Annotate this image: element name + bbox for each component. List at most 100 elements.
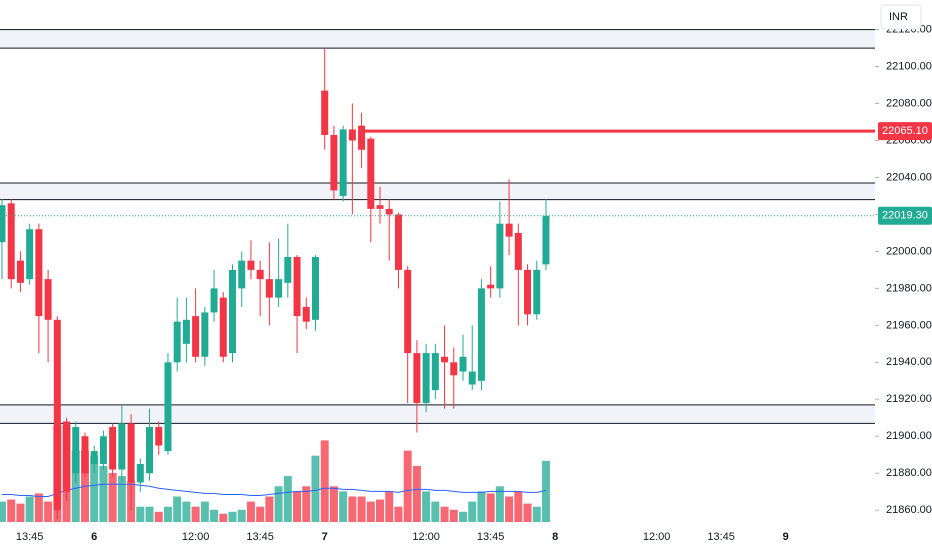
candle-body xyxy=(0,205,6,243)
volume-bar xyxy=(219,513,228,522)
y-tick-label: 22100.00 xyxy=(886,60,932,72)
volume-bar xyxy=(16,503,25,522)
candle-body xyxy=(26,229,34,280)
candle-body xyxy=(136,463,144,483)
x-tick-label: 12:00 xyxy=(643,531,671,543)
y-tick-label: 22000.00 xyxy=(886,245,932,257)
volume-bar xyxy=(293,491,302,522)
candle-body xyxy=(293,256,301,317)
volume-bar xyxy=(237,509,246,522)
volume-bar xyxy=(385,491,394,522)
currency-box[interactable] xyxy=(880,4,922,30)
volume-bar xyxy=(514,491,523,522)
volume-bar xyxy=(117,476,126,522)
x-tick-label: 13:45 xyxy=(16,531,44,543)
volume-bar xyxy=(145,506,154,522)
x-tick-label: 7 xyxy=(322,531,328,543)
volume-bar xyxy=(191,506,200,522)
price-line-label: 22065.10 xyxy=(882,125,928,137)
candle-body xyxy=(394,214,402,270)
candle-body xyxy=(53,319,61,511)
candle-body xyxy=(441,356,449,363)
volume-bar xyxy=(412,465,421,522)
candle-body xyxy=(339,129,347,196)
candle-body xyxy=(35,229,43,317)
candle-body xyxy=(109,427,117,470)
volume-bar xyxy=(394,506,403,522)
price-axis-bg xyxy=(875,0,932,550)
volume-bar xyxy=(459,511,467,522)
candle-body xyxy=(302,306,310,322)
volume-bar xyxy=(422,491,431,522)
candle-body xyxy=(173,321,181,363)
x-tick-label: 13:45 xyxy=(477,531,505,543)
candle-body xyxy=(99,436,107,464)
y-tick-label: 21860.00 xyxy=(886,504,932,516)
candle-body xyxy=(358,125,366,150)
volume-bar xyxy=(532,506,541,522)
candle-body xyxy=(468,371,476,385)
volume-bar xyxy=(173,496,182,522)
candle-body xyxy=(229,269,236,354)
volume-bar xyxy=(228,511,237,522)
candle-body xyxy=(265,279,273,298)
candle-body xyxy=(90,451,98,464)
candle-body xyxy=(16,260,24,283)
volume-bar xyxy=(320,440,329,522)
candle-body xyxy=(514,232,522,270)
candle-body xyxy=(192,316,200,357)
volume-bar xyxy=(348,496,357,522)
candle-body xyxy=(385,208,393,215)
candle-body xyxy=(404,269,412,354)
volume-bar xyxy=(246,501,255,522)
x-tick-label: 9 xyxy=(783,531,789,543)
candle-body xyxy=(533,269,541,315)
candle-body xyxy=(487,284,495,289)
candle-body xyxy=(164,362,172,452)
candle-body xyxy=(127,423,135,483)
x-tick-label: 12:00 xyxy=(182,531,210,543)
zone xyxy=(0,404,875,424)
candle-body xyxy=(496,223,504,289)
y-tick-label: 21960.00 xyxy=(886,319,932,331)
candle-body xyxy=(376,205,384,209)
candle-body xyxy=(256,269,264,280)
candle-body xyxy=(118,423,126,470)
volume-bar xyxy=(357,496,366,522)
volume-bar xyxy=(403,450,412,522)
candle-body xyxy=(348,129,356,141)
volume-bar xyxy=(523,503,532,522)
volume-bar xyxy=(7,499,16,522)
volume-bar xyxy=(44,501,53,522)
volume-bar xyxy=(329,486,338,522)
candle-body xyxy=(63,421,71,492)
volume-bar xyxy=(34,493,43,522)
candle-body xyxy=(7,203,15,280)
candle-body xyxy=(219,297,227,357)
volume-bar xyxy=(265,496,274,522)
volume-bar xyxy=(283,476,292,522)
y-tick-label: 21940.00 xyxy=(886,356,932,368)
candle-body xyxy=(201,312,209,357)
candle-body xyxy=(459,356,467,372)
volume-bar xyxy=(136,506,145,522)
candle-body xyxy=(367,138,375,209)
volume-bar xyxy=(339,491,348,522)
candle-body xyxy=(247,260,255,270)
zone xyxy=(0,29,875,49)
candle-body xyxy=(321,90,329,135)
volume-bar xyxy=(99,465,108,522)
currency[interactable]: INR xyxy=(889,11,908,23)
last-price-label: 22019.30 xyxy=(882,210,928,222)
volume-bar xyxy=(495,486,504,522)
x-tick-label: 12:00 xyxy=(412,531,440,543)
candle-body xyxy=(72,427,80,474)
volume-bar xyxy=(431,501,440,522)
volume-bar xyxy=(200,501,209,522)
volume-bar xyxy=(182,501,191,522)
volume-bar xyxy=(0,501,6,522)
candle-body xyxy=(238,260,246,289)
candle-body xyxy=(182,319,190,344)
candle-body xyxy=(330,134,338,191)
candle-body xyxy=(210,288,218,313)
